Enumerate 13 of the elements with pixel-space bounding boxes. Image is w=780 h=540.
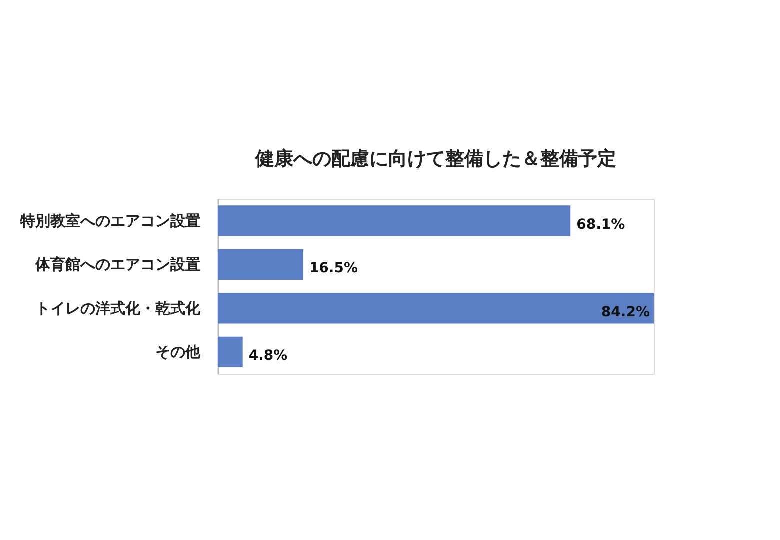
chart-title: 健康への配慮に向けて整備した＆整備予定 xyxy=(254,148,616,170)
data-label: 68.1% xyxy=(576,216,626,233)
data-label: 4.8% xyxy=(248,348,288,364)
y-tick-label: 体育館へのエアコン設置 xyxy=(34,256,200,274)
data-label: 16.5% xyxy=(309,260,358,277)
y-tick-label: その他 xyxy=(156,343,202,362)
data-label: 84.2% xyxy=(601,304,650,320)
bar xyxy=(218,249,304,280)
bar xyxy=(218,336,243,368)
y-tick-label: トイレの洋式化・乾式化 xyxy=(36,299,202,318)
bar xyxy=(218,206,571,236)
y-tick-label: 特別教室へのエアコン設置 xyxy=(20,212,200,230)
bar xyxy=(218,293,654,324)
